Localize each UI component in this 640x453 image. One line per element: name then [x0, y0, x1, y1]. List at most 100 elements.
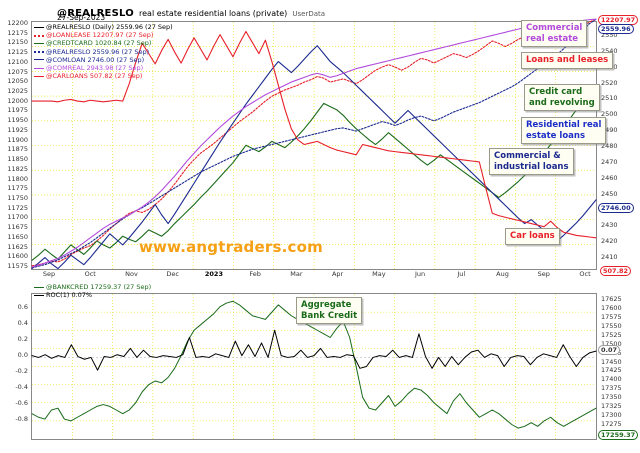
symbol-label: @REALRESLO — [57, 8, 134, 19]
x-axis-tick-label: Dec — [166, 270, 179, 278]
series-line-carloans — [31, 30, 597, 239]
axis-tick-label: 11825 — [7, 164, 28, 173]
axis-tick-label: 17525 — [601, 330, 622, 339]
axis-tick-label: 2420 — [601, 237, 618, 246]
legend-label: @REALRESLO (Daily) 2559.96 (27 Sep) — [46, 23, 173, 31]
axis-tick-label: 2460 — [601, 173, 618, 182]
upper-legend-item: @CARLOANS 507.82 (27 Sep) — [34, 72, 173, 80]
series-line-comreal — [31, 18, 597, 268]
axis-tick-label: 2450 — [601, 189, 618, 198]
axis-tick-label: 12100 — [7, 57, 28, 66]
series-line-roc — [31, 329, 597, 371]
callout-line: Loans and leases — [526, 55, 609, 65]
axis-tick-label: -0.6 — [15, 399, 28, 407]
upper-legend-item: @COMLOAN 2746.00 (27 Sep) — [34, 56, 173, 64]
axis-tick-label: -0.8 — [15, 415, 28, 423]
x-axis-tick-label: Sep — [42, 270, 56, 278]
axis-tick-label: 17625 — [601, 295, 622, 303]
axis-tick-label: 11675 — [7, 223, 28, 232]
axis-tick-label: 12125 — [7, 48, 28, 57]
axis-tick-label: 17400 — [601, 375, 622, 384]
chart-date-label: 27-Sep-2023 — [57, 13, 106, 22]
axis-tick-label: 11800 — [7, 174, 28, 183]
axis-tick-label: 12150 — [7, 38, 28, 47]
legend-swatch-icon — [34, 40, 44, 47]
legend-swatch-icon — [34, 292, 44, 299]
legend-label: @COMLOAN 2746.00 (27 Sep) — [46, 55, 145, 64]
axis-tick-label: 2410 — [601, 253, 618, 261]
axis-tick-label: 2540 — [601, 46, 618, 55]
axis-tick-label: 17450 — [601, 357, 622, 366]
legend-swatch-icon — [34, 24, 44, 31]
callout-line: Bank Credit — [301, 310, 358, 321]
legend-label: @LOANLEASE 12207.97 (27 Sep) — [46, 31, 154, 40]
legend-swatch-icon — [34, 65, 44, 72]
series-line-loanlease — [31, 18, 597, 267]
axis-tick-label: 11750 — [7, 193, 28, 202]
callout-car-loans: Car loans — [505, 228, 560, 245]
axis-tick-label: 0.4 — [17, 319, 28, 327]
series-line-credtcard — [31, 93, 597, 261]
lower-panel-legend: @BANKCRED 17259.37 (27 Sep) ROC(1) 0.07% — [34, 283, 151, 299]
x-axis-tick-label: Aug — [496, 270, 509, 278]
callout-residential-real-estate-loans: Residential real estate loans — [521, 117, 607, 144]
callout-credit-card-and-revolving: Credit card and revolving — [524, 84, 600, 111]
legend-swatch-icon — [34, 73, 44, 80]
lower-panel-left-axis: 0.6 0.4 0.2 0.0 -0.2 -0.4 -0.6 -0.8 — [0, 293, 30, 440]
legend-label: @CREDTCARD 1020.84 (27 Sep) — [46, 39, 152, 48]
legend-swatch-icon — [34, 56, 44, 63]
axis-tick-label: 2500 — [601, 110, 618, 119]
x-axis-tick-label: Oct — [84, 270, 96, 278]
legend-label: @CARLOANS 507.82 (27 Sep) — [46, 72, 143, 81]
price-tag-carloans: 507.82 — [600, 266, 632, 276]
legend-label: @REALRESLO 2559.96 (27 Sep) — [46, 47, 150, 56]
callout-line: industrial loans — [494, 161, 569, 172]
axis-tick-label: 11725 — [7, 203, 28, 212]
data-source-label: UserData — [292, 10, 326, 18]
upper-legend-item: @CREDTCARD 1020.84 (27 Sep) — [34, 39, 173, 47]
legend-label: @COMREAL 2943.98 (27 Sep) — [46, 63, 144, 72]
x-axis-tick-label: Feb — [249, 270, 261, 278]
axis-tick-label: -0.2 — [15, 367, 28, 375]
axis-tick-label: 17500 — [601, 339, 622, 348]
upper-legend-item: @LOANLEASE 12207.97 (27 Sep) — [34, 31, 173, 39]
axis-tick-label: 12200 — [7, 19, 28, 27]
axis-tick-label: 2480 — [601, 142, 618, 150]
axis-tick-label: 17350 — [601, 393, 622, 402]
axis-tick-label: 11700 — [7, 213, 28, 222]
upper-price-panel[interactable] — [31, 18, 597, 270]
axis-tick-label: 0.2 — [17, 335, 28, 343]
axis-tick-label: 17375 — [601, 384, 622, 393]
upper-panel-left-axis: 12200 12175 12150 12125 12100 12075 12050 12025… — [0, 19, 30, 270]
axis-tick-label: 0.0 — [17, 351, 28, 359]
legend-swatch-icon — [34, 284, 44, 291]
axis-tick-label: 11850 — [7, 155, 28, 164]
x-axis-tick-label: Mar — [290, 270, 303, 278]
axis-tick-label: 11625 — [7, 242, 28, 251]
x-axis-tick-label: Sep — [537, 270, 550, 278]
legend-swatch-icon — [34, 48, 44, 55]
callout-line: Aggregate — [301, 300, 352, 310]
axis-tick-label: -0.4 — [15, 383, 28, 391]
axis-tick-label: 11950 — [7, 116, 28, 125]
axis-tick-label: 2550 — [601, 31, 618, 39]
callout-line: Residential real — [526, 120, 602, 130]
callout-commercial-real-estate: Commercial real estate — [521, 20, 588, 47]
axis-tick-label: 2490 — [601, 126, 618, 135]
axis-tick-label: 11575 — [7, 262, 28, 270]
site-watermark: www.angtraders.com — [139, 238, 323, 256]
axis-tick-label: 17300 — [601, 411, 622, 420]
x-axis-tick-label: Jun — [414, 270, 426, 278]
legend-label: ROC(1) 0.07% — [46, 291, 93, 300]
axis-tick-label: 11875 — [7, 145, 28, 154]
axis-tick-label: 17550 — [601, 321, 622, 330]
axis-tick-label: 17325 — [601, 402, 622, 411]
x-axis-tick-label: Apr — [331, 270, 344, 278]
axis-tick-label: 17575 — [601, 312, 622, 321]
price-tag-comloan: 2746.00 — [598, 203, 634, 213]
axis-tick-label: 12175 — [7, 28, 28, 37]
price-tag-realreslo: 2559.96 — [598, 24, 634, 34]
callout-line: real estate — [526, 33, 579, 44]
lower-legend-item: ROC(1) 0.07% — [34, 291, 151, 299]
